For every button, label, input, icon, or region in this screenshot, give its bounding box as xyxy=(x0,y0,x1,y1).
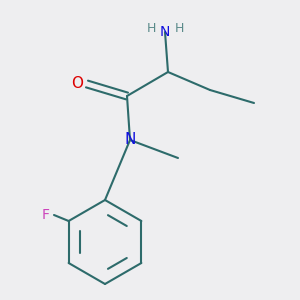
Text: O: O xyxy=(71,76,83,92)
Text: H: H xyxy=(146,22,156,34)
Text: N: N xyxy=(124,133,136,148)
Text: N: N xyxy=(160,25,170,39)
Text: F: F xyxy=(42,208,50,222)
Text: H: H xyxy=(174,22,184,34)
